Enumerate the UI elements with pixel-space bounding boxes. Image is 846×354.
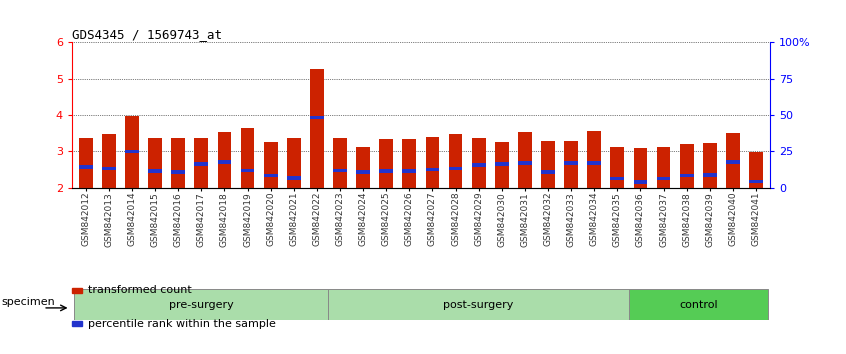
Bar xyxy=(518,161,532,165)
Bar xyxy=(217,160,231,164)
Bar xyxy=(587,161,602,165)
Bar xyxy=(403,139,416,188)
Bar xyxy=(703,143,717,188)
Bar xyxy=(379,139,393,188)
Bar xyxy=(356,170,370,174)
FancyBboxPatch shape xyxy=(328,289,629,320)
Bar xyxy=(495,162,508,166)
Bar xyxy=(287,176,300,179)
Bar xyxy=(356,147,370,188)
Text: post-surgery: post-surgery xyxy=(443,300,514,310)
Bar xyxy=(564,161,578,165)
Bar xyxy=(379,170,393,173)
Bar xyxy=(403,170,416,173)
Bar xyxy=(72,321,82,326)
Bar xyxy=(264,174,277,177)
Bar xyxy=(448,134,463,188)
Bar xyxy=(333,138,347,188)
Bar xyxy=(426,137,439,188)
Bar xyxy=(171,170,185,174)
Bar xyxy=(195,138,208,188)
Bar xyxy=(287,138,300,188)
Bar xyxy=(426,168,439,171)
Bar xyxy=(125,116,139,188)
Bar xyxy=(240,128,255,188)
Bar xyxy=(125,149,139,153)
Bar xyxy=(656,177,671,181)
Bar xyxy=(611,147,624,188)
Bar xyxy=(749,152,763,188)
Bar xyxy=(564,141,578,188)
Bar xyxy=(333,169,347,172)
Bar xyxy=(72,288,82,293)
Bar xyxy=(726,160,739,164)
Bar xyxy=(102,167,116,170)
Text: percentile rank within the sample: percentile rank within the sample xyxy=(88,319,277,329)
Bar xyxy=(217,132,231,188)
Bar xyxy=(703,173,717,177)
Text: transformed count: transformed count xyxy=(88,285,192,295)
Bar xyxy=(310,69,324,188)
Bar xyxy=(79,165,93,169)
Bar xyxy=(611,177,624,181)
Bar xyxy=(634,181,647,184)
FancyBboxPatch shape xyxy=(74,289,328,320)
Text: pre-surgery: pre-surgery xyxy=(169,300,233,310)
Bar xyxy=(726,133,739,188)
Bar xyxy=(518,132,532,188)
Text: specimen: specimen xyxy=(2,297,55,307)
Bar xyxy=(634,148,647,188)
Bar xyxy=(541,170,555,174)
Bar xyxy=(472,163,486,167)
Bar xyxy=(656,147,671,188)
Bar xyxy=(448,167,463,170)
Bar xyxy=(679,144,694,188)
Bar xyxy=(148,170,162,173)
Bar xyxy=(472,138,486,188)
Bar xyxy=(102,134,116,188)
Bar xyxy=(587,131,602,188)
Text: GDS4345 / 1569743_at: GDS4345 / 1569743_at xyxy=(72,28,222,41)
Bar xyxy=(749,179,763,183)
Bar xyxy=(171,138,185,188)
FancyBboxPatch shape xyxy=(629,289,767,320)
Text: control: control xyxy=(678,300,717,310)
Bar xyxy=(495,142,508,188)
Bar xyxy=(264,142,277,188)
Bar xyxy=(310,116,324,119)
Bar xyxy=(148,138,162,188)
Bar xyxy=(240,169,255,172)
Bar xyxy=(79,138,93,188)
Bar xyxy=(541,141,555,188)
Bar xyxy=(679,174,694,177)
Bar xyxy=(195,162,208,166)
